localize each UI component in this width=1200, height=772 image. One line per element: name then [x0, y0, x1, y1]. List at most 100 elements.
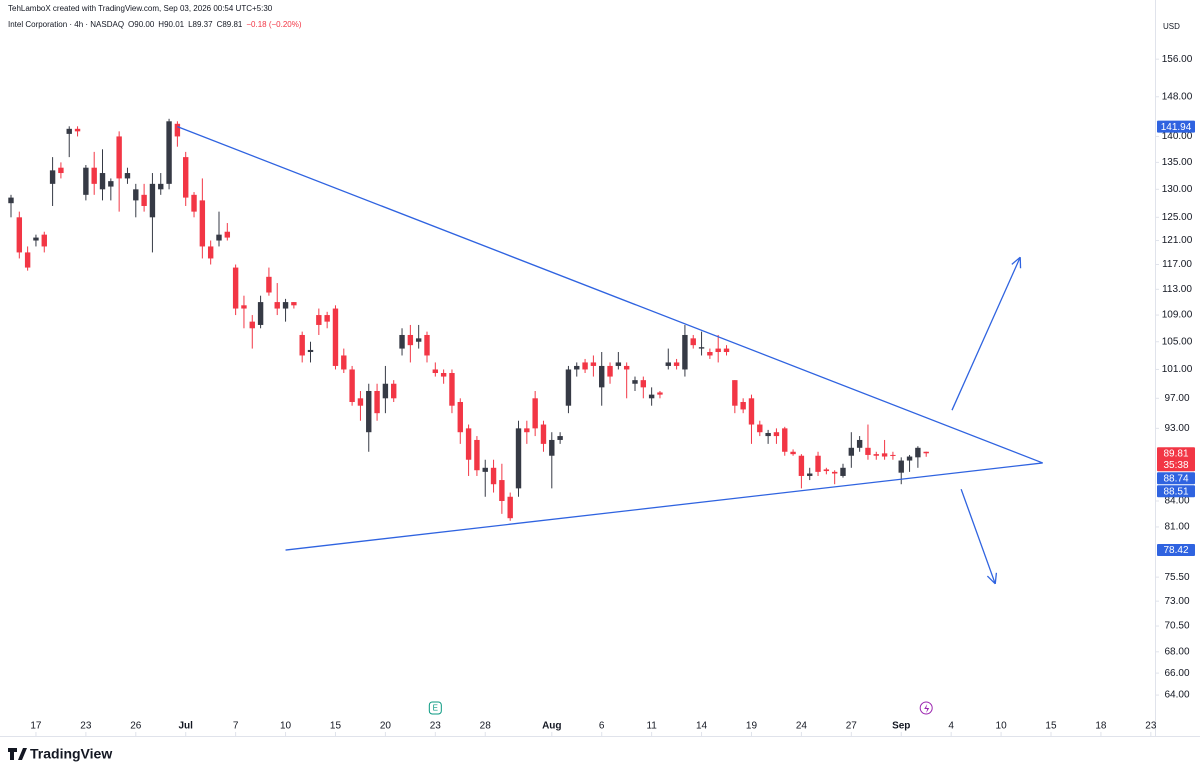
candle-body — [490, 467, 497, 485]
candle-body — [798, 455, 805, 476]
candle-body — [873, 454, 879, 456]
candle-body — [715, 348, 721, 353]
x-tick-label: 23 — [80, 721, 92, 732]
price-label-box — [1157, 472, 1195, 485]
x-tick-label: 10 — [996, 721, 1008, 732]
candle-body — [474, 439, 480, 471]
price-label-box — [1157, 544, 1195, 557]
x-tick-label: 4 — [948, 721, 954, 732]
candle-body — [865, 447, 871, 455]
candle-body — [623, 365, 630, 370]
candle-body — [24, 252, 31, 268]
arrow-head — [986, 575, 996, 585]
candle-body — [898, 460, 904, 473]
candle-body — [149, 183, 156, 218]
x-tick-label: Jul — [178, 721, 193, 732]
x-tick-label: 14 — [696, 721, 708, 732]
candle-body — [291, 302, 297, 306]
candle-body — [765, 432, 771, 437]
candle-body — [532, 398, 538, 429]
y-tick-label: 66.00 — [1164, 668, 1189, 679]
candle-body — [915, 447, 921, 458]
candle-body — [141, 194, 147, 206]
y-tick-label: 93.00 — [1164, 423, 1189, 434]
candle-body — [840, 467, 846, 476]
candle-body — [332, 308, 339, 366]
candle-body — [282, 302, 289, 309]
candle-body — [16, 217, 23, 253]
candle-body — [49, 170, 56, 184]
candle-body — [366, 390, 372, 433]
earnings-label: E — [433, 704, 438, 713]
arrow — [960, 488, 996, 585]
candle-body — [565, 369, 572, 406]
x-tick-label: 27 — [846, 721, 858, 732]
candle-body — [881, 453, 888, 457]
price-label-box — [1157, 447, 1195, 472]
price-label: 88.51 — [1163, 486, 1188, 497]
candle-body — [407, 334, 414, 346]
candle-body — [831, 471, 838, 474]
x-tick-label: Sep — [892, 721, 910, 732]
candle-body — [382, 383, 389, 399]
y-tick-label: 105.00 — [1162, 336, 1193, 347]
candle-body — [174, 123, 181, 137]
candle-body — [607, 365, 613, 377]
candle-body — [199, 200, 206, 247]
candle-body — [91, 167, 97, 184]
y-tick-label: 81.00 — [1164, 522, 1189, 533]
candle-body — [807, 473, 813, 476]
candle-body — [66, 128, 72, 134]
candle-body — [615, 362, 622, 366]
candle-body — [440, 373, 447, 377]
x-tick-label: 23 — [1145, 721, 1157, 732]
x-tick-label: Aug — [542, 721, 561, 732]
candle-body — [341, 355, 347, 370]
x-tick-label: 15 — [330, 721, 342, 732]
y-tick-label: 156.00 — [1162, 54, 1193, 65]
y-tick-label: 101.00 — [1162, 364, 1193, 375]
event-icon — [924, 704, 930, 713]
candle-body — [374, 390, 380, 414]
candle-body — [773, 432, 780, 437]
x-tick-label: 15 — [1045, 721, 1057, 732]
price-label: 141.94 — [1161, 122, 1192, 133]
candle-body — [8, 197, 14, 204]
candle-body — [499, 480, 505, 501]
candle-body — [83, 167, 89, 195]
candle-body — [457, 401, 463, 433]
x-tick-label: 24 — [796, 721, 808, 732]
candle-body — [124, 173, 131, 179]
y-tick-label: 97.00 — [1164, 393, 1189, 404]
candle-body — [307, 349, 314, 353]
price-label: 89.81 — [1163, 448, 1188, 459]
candle-body — [590, 362, 597, 366]
candle-body — [191, 194, 197, 212]
x-tick-label: 6 — [599, 721, 605, 732]
y-tick-label: 70.50 — [1164, 621, 1189, 632]
candle-body — [58, 167, 64, 174]
price-label: 78.42 — [1163, 545, 1188, 556]
y-tick-label: 68.00 — [1164, 646, 1189, 657]
x-tick-label: 23 — [430, 721, 442, 732]
y-tick-label: 84.00 — [1164, 496, 1189, 507]
candle-body — [923, 451, 929, 454]
candle-body — [449, 373, 455, 406]
x-tick-label: 7 — [233, 721, 239, 732]
candle-body — [640, 380, 647, 388]
candle-body — [158, 183, 164, 190]
candle-body — [723, 348, 730, 353]
candle-body — [515, 428, 522, 489]
candle-body — [482, 467, 488, 472]
candle-body — [906, 456, 913, 461]
candle-body — [890, 454, 896, 456]
candle-body — [673, 362, 680, 366]
candle-body — [257, 302, 264, 325]
y-tick-label: 121.00 — [1162, 235, 1193, 246]
y-tick-label: 75.50 — [1164, 572, 1189, 583]
ohlc-label: −0.18 (−0.20%) — [246, 20, 301, 29]
candle-body — [274, 302, 280, 309]
candle-body — [216, 234, 222, 241]
candle-body — [549, 439, 555, 456]
candle-body — [224, 231, 231, 238]
